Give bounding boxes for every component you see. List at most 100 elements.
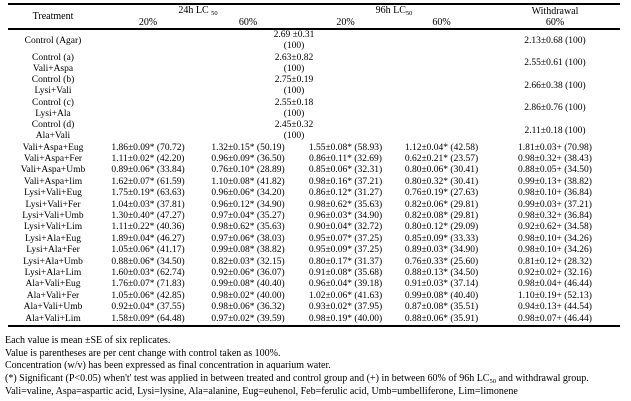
lc50-value: 0.96±0.04* (39.18) [308, 279, 383, 290]
treatment-label: Ala+Vali+Umb [23, 302, 83, 313]
treatment-row: Lysi+Vali+Eug 1.75±0.19* (63.63) 0.96±0.06… [8, 188, 620, 199]
lc50-value: 1.86±0.09* (70.72) [111, 142, 185, 153]
lc50-value: 0.88±0.13* (34.50) [404, 267, 479, 278]
treatment-label: Vali+Aspa+Eug [22, 142, 84, 153]
control-row: Control (a) Vali+Aspa 2.63±0.82 (100) 2.55±0… [8, 53, 620, 76]
lc50-value: 0.98±0.06* (36.32) [211, 302, 285, 313]
lc50-value: 0.97±0.06* (38.03) [211, 233, 285, 244]
lc50-value: 1.55±0.08* (58.93) [308, 142, 383, 153]
lc50-value: 0.89±0.06* (33.84) [111, 165, 185, 176]
lc50-value: 0.86±0.11* (32.69) [309, 153, 382, 164]
control-lc50-value: 2.55±0.18 (100) [274, 97, 314, 119]
lc50-value: 0.98±0.10+ (34.26) [518, 245, 592, 256]
treatment-label: Vali+Aspa+lim [23, 176, 83, 187]
lc50-value: 0.98±0.19* (40.00) [308, 313, 383, 324]
lc50-value: 0.85±0.06* (32.31) [308, 165, 383, 176]
lc50-value: 0.87±0.08* (35.51) [404, 302, 479, 313]
lc50-value: 0.95±0.07* (37.25) [308, 233, 383, 244]
lc50-value: 0.80±0.12* (29.09) [404, 222, 479, 233]
treatment-label: Lysi+Vali+Umb [22, 210, 84, 221]
lc50-value: 0.98±0.16* (37.21) [308, 176, 383, 187]
treatment-label: Lysi+Vali+Fer [25, 199, 81, 210]
lc50-value: 0.80±0.17* (31.37) [308, 256, 383, 267]
header-24h-lc50: 24h LC 50 [178, 5, 218, 17]
lc50-value: 0.62±0.21* (23.57) [404, 153, 479, 164]
lc50-value: 1.32±0.15* (50.19) [211, 142, 285, 153]
control-lc50-value: 2.63±0.82 (100) [274, 52, 314, 74]
control-row: Control (d) Ala+Vali 2.45±0.32 (100) 2.11±0.… [8, 120, 620, 143]
lc50-value: 0.94±0.13+ (44.54) [518, 302, 592, 313]
withdrawal-value: 2.86±0.76 (100) [524, 103, 586, 114]
lc50-value: 0.86±0.12* (31.27) [308, 188, 383, 199]
lc50-value: 0.98±0.62* (35.63) [308, 199, 383, 210]
lc50-value: 0.82±0.03* (32.15) [211, 256, 285, 267]
treatment-label: Lysi+Ala+Umb [23, 256, 83, 267]
treatment-row: Lysi+Vali+Lim 1.11±0.22* (40.36) 0.98±0.62… [8, 222, 620, 233]
treatment-row: Vali+Aspa+lim 1.62±0.07* (61.59) 1.10±0.08… [8, 177, 620, 188]
lc50-value: 0.97±0.04* (35.27) [211, 210, 285, 221]
treatment-label: Lysi+Vali+Eug [24, 188, 82, 199]
treatment-label: Ala+Vali+Lim [25, 313, 81, 324]
lc50-value: 1.75±0.19* (63.63) [111, 188, 185, 199]
lc50-value: 0.98±0.02* (40.00) [211, 290, 285, 301]
lc50-value: 0.92±0.06* (36.07) [211, 267, 285, 278]
lc50-value: 1.05±0.06* (42.85) [111, 290, 185, 301]
lc50-value: 0.98±0.10+ (36.84) [518, 188, 592, 199]
lc50-value: 0.98±0.07+ (46.44) [518, 313, 592, 324]
treatment-label: Ala+Vali+Eug [25, 279, 81, 290]
treatment-row: Vali+Aspa+Umb 0.89±0.06* (33.84) 0.76±0.10… [8, 165, 620, 176]
table-footnotes: Each value is mean ±SE of six replicates… [5, 335, 629, 399]
header-treatment: Treatment [32, 11, 74, 22]
treatment-label: Control (a) Vali+Aspa [32, 52, 74, 74]
footnote-concentration: Concentration (w/v) has been expressed a… [5, 360, 331, 371]
withdrawal-value: 2.66±0.38 (100) [524, 80, 586, 91]
lc50-value: 1.12±0.04* (42.58) [404, 142, 479, 153]
treatment-row: Vali+Aspa+Eug 1.86±0.09* (70.72) 1.32±0.15… [8, 143, 620, 154]
lc50-value: 0.93±0.02* (37.95) [308, 302, 383, 313]
lc50-value: 0.92±0.02+ (32.16) [518, 267, 592, 278]
footnote-replicates: Each value is mean ±SE of six replicates… [5, 335, 171, 346]
lc50-value: 1.76±0.07* (71.83) [111, 279, 185, 290]
header-96h-60pct: 60% [432, 17, 451, 28]
lc50-value: 0.82±0.08* (29.81) [404, 210, 479, 221]
footnote-abbreviations: Vali=valine, Aspa=aspartic acid, Lysi=ly… [5, 386, 518, 397]
lc50-value: 1.89±0.04* (46.27) [111, 233, 185, 244]
lc50-value: 0.81±0.12+ (28.32) [518, 256, 592, 267]
treatment-row: Ala+Vali+Lim 1.58±0.09* (64.48) 0.97±0.02*… [8, 314, 620, 326]
lc50-value: 1.58±0.09* (64.48) [111, 313, 185, 324]
lc50-value: 0.85±0.09* (33.33) [404, 233, 479, 244]
lc50-value: 0.98±0.32+ (36.84) [518, 210, 592, 221]
lc50-value: 0.92±0.62+ (34.58) [518, 222, 592, 233]
treatment-row: Vali+Aspa+Fer 1.11±0.02* (42.20) 0.96±0.09… [8, 154, 620, 165]
lc50-value: 0.76±0.19* (27.63) [404, 188, 479, 199]
footnote-significance: (*) Significant (P<0.05) when't' test wa… [5, 372, 589, 385]
treatment-row: Lysi+Vali+Fer 1.04±0.03* (37.81) 0.96±0.12… [8, 200, 620, 211]
treatment-row: Lysi+Ala+Fer 1.05±0.06* (41.17) 0.99±0.08*… [8, 245, 620, 256]
withdrawal-value: 2.13±0.68 (100) [524, 35, 586, 46]
treatment-row: Lysi+Ala+Eug 1.89±0.04* (46.27) 0.97±0.06*… [8, 234, 620, 245]
control-lc50-value: 2.45±0.32 (100) [274, 120, 314, 142]
header-withdrawal-60pct: 60% [545, 17, 565, 28]
control-lc50-value: 2.69 ±0.31 (100) [273, 30, 315, 52]
lc50-value: 0.92±0.04* (37.55) [111, 302, 185, 313]
lc50-value: 0.90±0.04* (32.72) [308, 222, 383, 233]
treatment-label: Vali+Aspa+Fer [23, 153, 83, 164]
lc50-value: 0.88±0.06* (34.50) [111, 256, 185, 267]
lc50-value: 0.76±0.10* (28.89) [211, 165, 285, 176]
treatment-rows: Vali+Aspa+Eug 1.86±0.09* (70.72) 1.32±0.15… [8, 143, 620, 327]
lc50-value: 0.80±0.32* (30.41) [404, 176, 479, 187]
lc50-value: 0.76±0.33* (25.60) [404, 256, 479, 267]
treatment-label: Control (b) Lysi+Vali [31, 75, 75, 97]
lc50-value: 1.10±0.08* (41.82) [211, 176, 285, 187]
lc50-value: 1.02±0.06* (41.63) [308, 290, 383, 301]
lc50-value: 0.95±0.09* (37.25) [308, 245, 383, 256]
control-rows: Control (Agar) 2.69 ±0.31 (100) 2.13±0.68 (… [8, 29, 620, 143]
lc50-value: 0.99±0.08* (40.40) [211, 279, 285, 290]
lc50-value: 0.82±0.06* (29.81) [404, 199, 479, 210]
footnote-percent-change: Value is parentheses are per cent change… [5, 347, 281, 359]
treatment-label: Lysi+Ala+Eug [24, 233, 82, 244]
treatment-label: Ala+Vali+Fer [26, 290, 80, 301]
treatment-label: Control (c) Lysi+Ala [32, 97, 74, 119]
lc50-value: 0.96±0.03* (34.90) [308, 210, 383, 221]
